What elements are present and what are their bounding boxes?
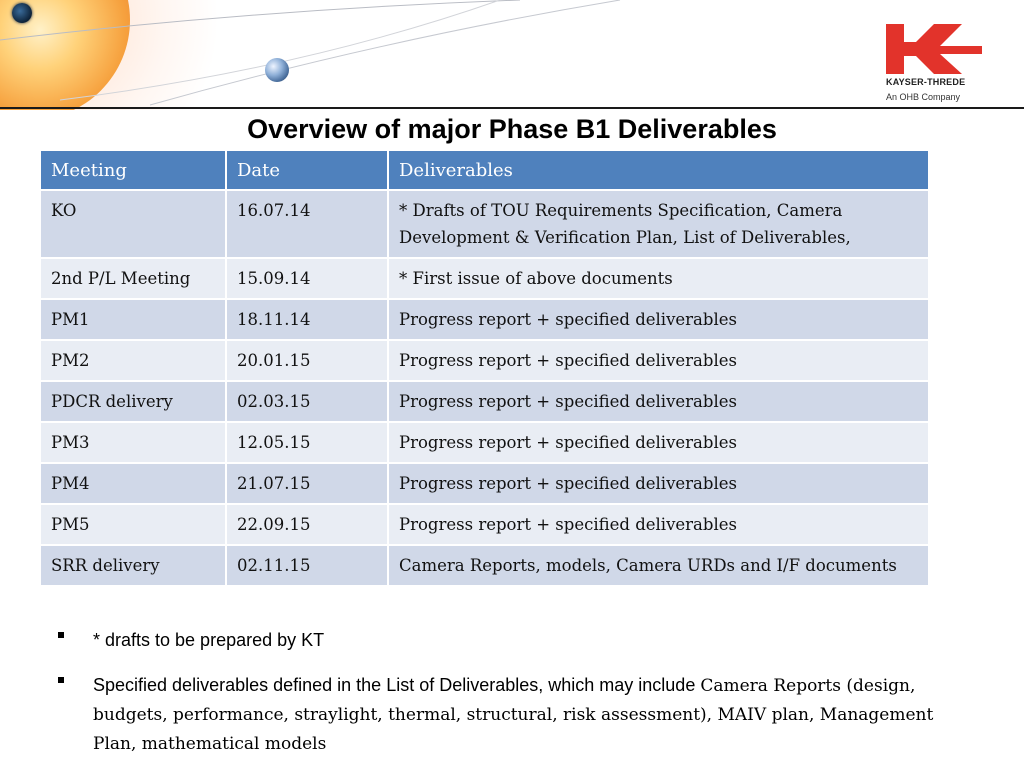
bullet-icon	[58, 632, 64, 638]
cell-meeting: PM1	[41, 298, 227, 340]
header-date: Date	[226, 151, 389, 190]
cell-meeting: PDCR delivery	[41, 380, 227, 422]
cell-meeting: SRR delivery	[41, 544, 227, 585]
cell-deliverables: Progress report + specified deliverables	[388, 298, 928, 340]
cell-deliverables: Progress report + specified deliverables	[388, 380, 928, 422]
table-header-row: Meeting Date Deliverables	[41, 151, 928, 190]
table-row: PDCR delivery 02.03.15 Progress report +…	[41, 380, 928, 422]
deliverables-table: Meeting Date Deliverables KO 16.07.14 * …	[41, 151, 928, 585]
cell-date: 20.01.15	[226, 339, 389, 381]
bullet-icon	[58, 677, 64, 683]
cell-meeting: PM4	[41, 462, 227, 504]
header-banner: KAYSER-THREDE An OHB Company	[0, 0, 1024, 110]
cell-deliverables: Camera Reports, models, Camera URDs and …	[388, 544, 928, 585]
cell-deliverables: Progress report + specified deliverables	[388, 421, 928, 463]
cell-meeting: PM2	[41, 339, 227, 381]
orbit-lines	[0, 0, 621, 106]
table-row: PM4 21.07.15 Progress report + specified…	[41, 462, 928, 504]
logo-name: KAYSER-THREDE	[886, 77, 966, 87]
cell-deliverables: * Drafts of TOU Requirements Specificati…	[388, 189, 928, 258]
note-item: * drafts to be prepared by KT	[58, 626, 958, 654]
note-item: Specified deliverables defined in the Li…	[58, 671, 958, 759]
cell-meeting: PM3	[41, 421, 227, 463]
header-deliverables: Deliverables	[388, 151, 928, 190]
cell-date: 02.03.15	[226, 380, 389, 422]
table-row: 2nd P/L Meeting 15.09.14 * First issue o…	[41, 257, 928, 299]
note-text: * drafts to be prepared by KT	[93, 630, 325, 650]
table-row: SRR delivery 02.11.15 Camera Reports, mo…	[41, 544, 928, 585]
cell-deliverables: Progress report + specified deliverables	[388, 503, 928, 545]
cell-deliverables: Progress report + specified deliverables	[388, 462, 928, 504]
cell-meeting: 2nd P/L Meeting	[41, 257, 227, 299]
table-row: PM5 22.09.15 Progress report + specified…	[41, 503, 928, 545]
earth-icon	[265, 58, 289, 82]
cell-deliverables: * First issue of above documents	[388, 257, 928, 299]
table-row: PM2 20.01.15 Progress report + specified…	[41, 339, 928, 381]
planet-icon	[12, 3, 32, 23]
note-serif-text: Camera Reports (design, budgets, perform…	[93, 676, 934, 754]
cell-date: 12.05.15	[226, 421, 389, 463]
table-row: PM3 12.05.15 Progress report + specified…	[41, 421, 928, 463]
page-title: Overview of major Phase B1 Deliverables	[247, 114, 777, 144]
cell-date: 16.07.14	[226, 189, 389, 258]
cell-date: 02.11.15	[226, 544, 389, 585]
cell-meeting: KO	[41, 189, 227, 258]
table-row: PM1 18.11.14 Progress report + specified…	[41, 298, 928, 340]
cell-meeting: PM5	[41, 503, 227, 545]
cell-date: 21.07.15	[226, 462, 389, 504]
notes-list: * drafts to be prepared by KT Specified …	[58, 626, 958, 776]
cell-date: 18.11.14	[226, 298, 389, 340]
logo-k-icon	[886, 24, 982, 74]
company-logo: KAYSER-THREDE An OHB Company	[886, 24, 982, 108]
logo-tagline: An OHB Company	[886, 92, 961, 102]
header-rule	[0, 107, 1024, 109]
note-text: Specified deliverables defined in the Li…	[93, 675, 701, 695]
cell-date: 15.09.14	[226, 257, 389, 299]
cell-deliverables: Progress report + specified deliverables	[388, 339, 928, 381]
table-row: KO 16.07.14 * Drafts of TOU Requirements…	[41, 189, 928, 258]
cell-date: 22.09.15	[226, 503, 389, 545]
header-meeting: Meeting	[41, 151, 227, 190]
